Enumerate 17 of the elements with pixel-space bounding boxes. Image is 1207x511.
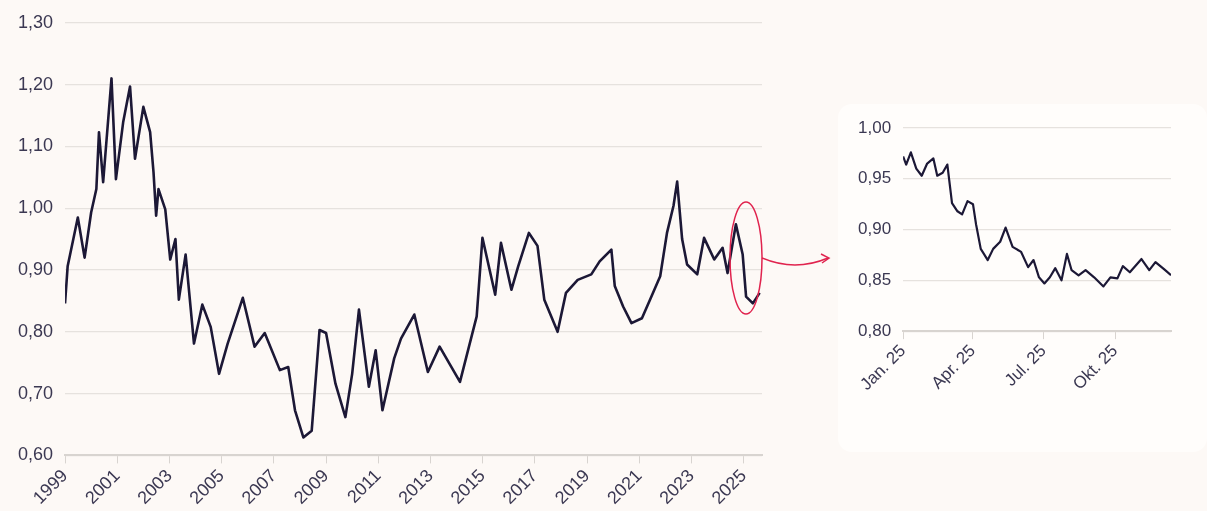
x-tick-label: Okt. 25 (1069, 341, 1122, 394)
y-tick-label: 1,00 (857, 117, 892, 137)
y-tick-label: 0,90 (17, 258, 54, 279)
y-tick-label: 0,95 (857, 168, 892, 188)
y-tick-label: 1,20 (17, 73, 54, 94)
x-tick-label: Jan. 25 (856, 341, 910, 394)
y-tick-label: 1,00 (17, 197, 54, 218)
y-tick-label: 1,30 (17, 11, 54, 32)
y-tick-label: 0,60 (17, 444, 54, 465)
x-tick-label: Apr. 25 (927, 341, 980, 393)
y-tick-label: 0,80 (17, 320, 54, 341)
y-tick-label: 0,85 (857, 270, 892, 290)
y-tick-label: 0,70 (17, 382, 54, 403)
x-tick-label: Jul. 25 (1000, 341, 1050, 390)
y-tick-label: 1,10 (17, 135, 54, 156)
y-tick-label: 0,80 (857, 320, 892, 340)
y-tick-label: 0,90 (857, 219, 892, 239)
